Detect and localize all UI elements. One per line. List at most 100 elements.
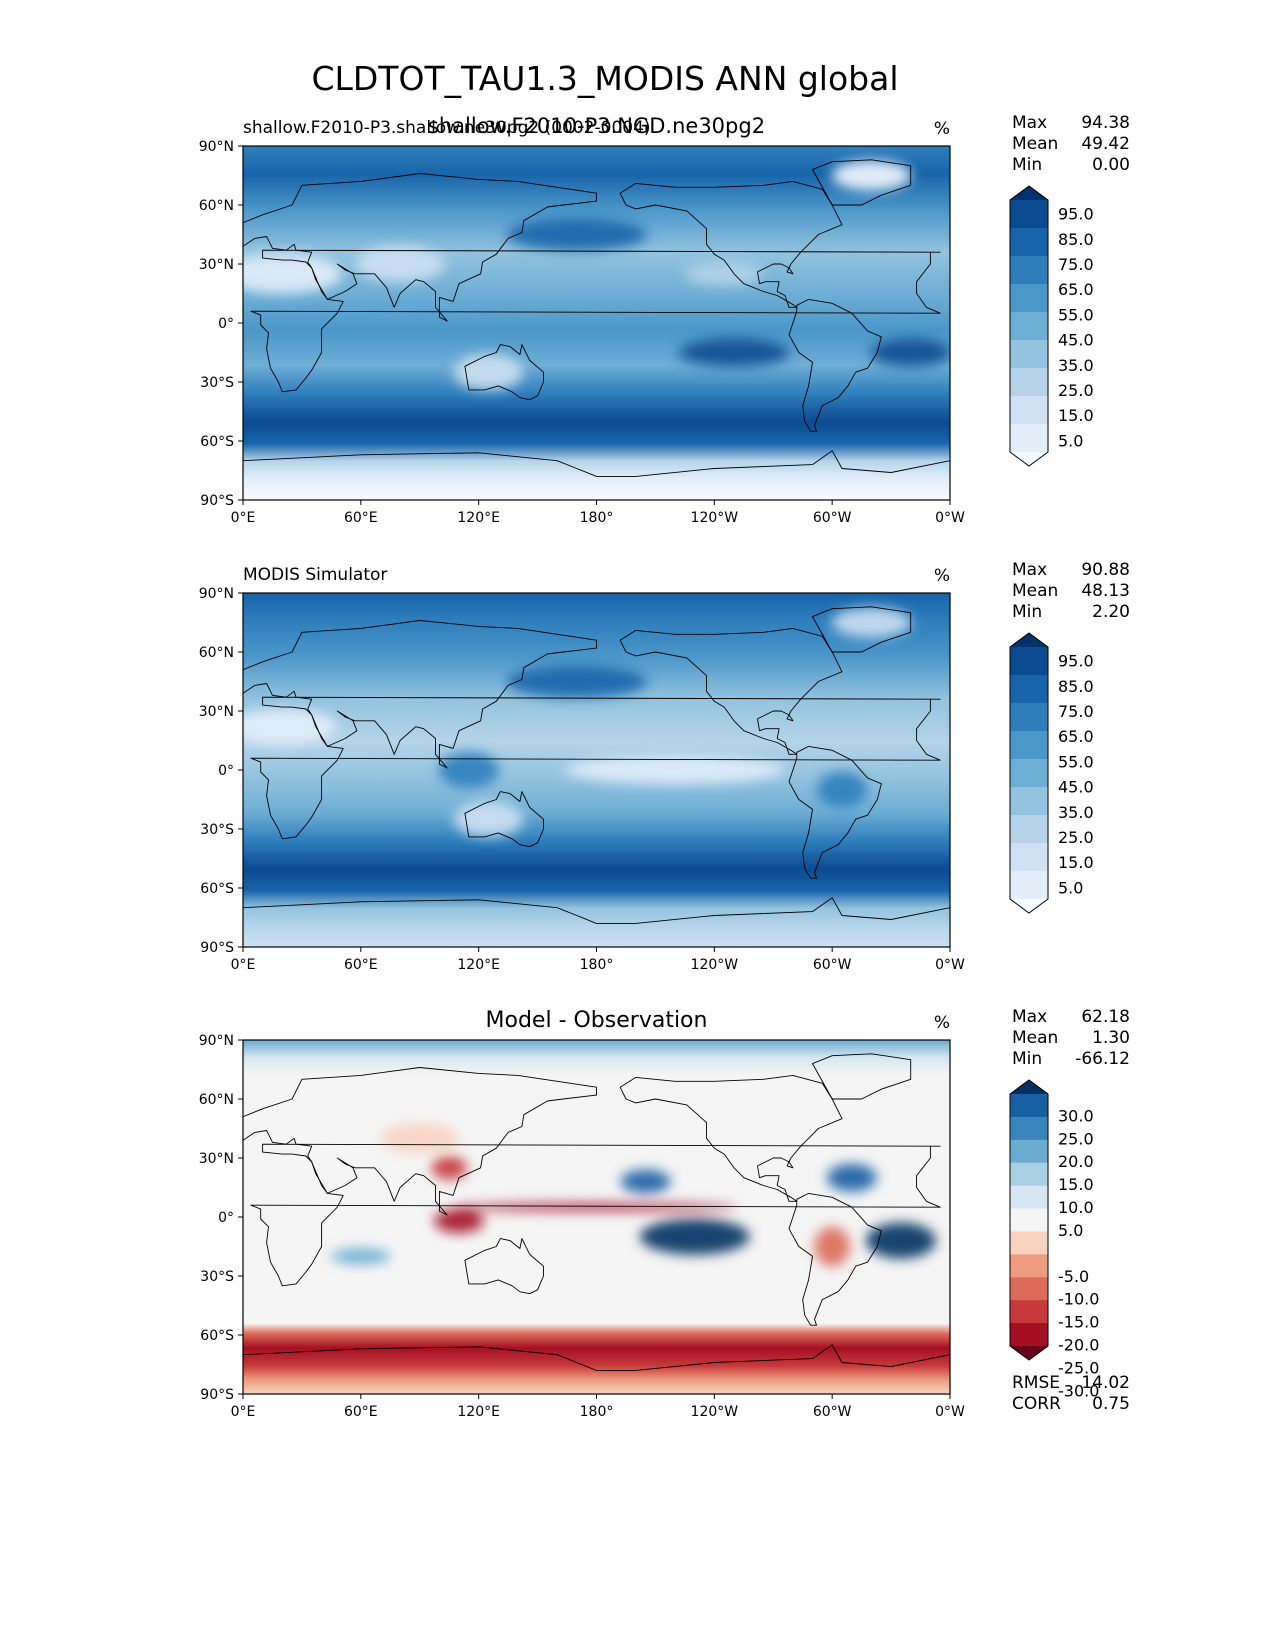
colorbar-segment [1010,787,1048,816]
y-tick-label: 30°N [199,704,234,720]
x-tick-label: 0°W [935,1404,965,1420]
colorbar-segment [1010,675,1048,704]
figure-title: CLDTOT_TAU1.3_MODIS ANN global [311,59,898,98]
y-tick-label: 60°S [200,1328,234,1344]
panel-units: % [934,1013,950,1033]
colorbar-outline [1009,632,1049,914]
x-tick-label: 60°E [344,1404,378,1420]
colorbar-tick-label: 25.0 [1058,381,1094,400]
colorbar: 95.0 85.0 75.0 65.0 55.0 45.0 35.0 25.0 15.0 5.0 [1009,185,1094,467]
colorbar-tick-label: 35.0 [1058,803,1094,822]
colorbar-tick-label: 55.0 [1058,305,1094,324]
colorbar-segment [1010,1185,1048,1210]
colorbar-tick-label: -20.0 [1058,1336,1099,1355]
y-tick-label: 60°N [199,1092,234,1108]
colorbar-segment [1010,759,1048,788]
y-tick-label: 60°N [199,198,234,214]
colorbar-segment [1010,1208,1048,1232]
colorbar-extend-bottom [1010,452,1048,466]
colorbar-outline [1009,185,1049,467]
colorbar-segment [1010,424,1048,453]
y-tick-label: 60°N [199,645,234,661]
colorbar-tick-label: 10.0 [1058,1198,1094,1217]
stat-value: 62.18 [1081,1007,1130,1027]
colorbar-segment [1010,1094,1048,1118]
colorbar-tick-label: 95.0 [1058,652,1094,671]
x-tick-label: 120°E [457,510,500,526]
x-tick-label: 120°W [691,957,739,973]
x-tick-label: 120°E [457,957,500,973]
colorbar-segment [1010,1300,1048,1324]
stat-value: 0.75 [1092,1394,1130,1414]
coastlines [243,1053,950,1394]
y-tick-label: 60°S [200,881,234,897]
colorbar-segment [1010,340,1048,369]
colorbar-segment [1010,256,1048,285]
map-field [243,146,950,500]
y-tick-label: 30°S [200,375,234,391]
x-tick-label: 0°E [231,1404,256,1420]
y-tick-label: 30°N [199,257,234,273]
stat-label: Mean [1012,134,1058,154]
colorbar-tick-label: 75.0 [1058,702,1094,721]
stat-value: 94.38 [1081,113,1130,133]
colorbar-segment [1010,1116,1048,1141]
y-tick-label: 90°S [200,1387,234,1403]
colorbar-segment [1010,1162,1048,1187]
colorbar-segment [1010,284,1048,313]
colorbar-segment [1010,200,1048,229]
colorbar-segment [1010,396,1048,425]
stat-value: 0.00 [1092,155,1130,175]
stat-label: Min [1012,155,1042,175]
stat-value: 14.02 [1081,1373,1130,1393]
x-tick-label: 0°E [231,510,256,526]
stat-label: Min [1012,602,1042,622]
x-tick-label: 120°W [691,1404,739,1420]
stat-value: 2.20 [1092,602,1130,622]
colorbar-segment [1010,703,1048,732]
colorbar-segment [1010,1139,1048,1164]
coastlines [243,159,950,500]
colorbar-tick-label: -10.0 [1058,1290,1099,1309]
panel-center-title: shallow.F2010-P3.NGD.ne30pg2 [428,114,765,138]
x-tick-label: 180° [580,510,614,526]
stat-value: 49.42 [1081,134,1130,154]
stat-value: 48.13 [1081,581,1130,601]
colorbar-tick-label: 5.0 [1058,431,1083,450]
coastlines [243,606,950,947]
colorbar-tick-label: 5.0 [1058,878,1083,897]
colorbar-segment [1010,368,1048,397]
colorbar-tick-label: 20.0 [1058,1152,1094,1171]
map-panel-reference: 90°N 60°N 30°N 0° 30°S 60°S 90°S0°E 60°E 120°E 18… [199,560,1130,973]
colorbar-tick-label: -15.0 [1058,1313,1099,1332]
colorbar: 95.0 85.0 75.0 65.0 55.0 45.0 35.0 25.0 15.0 5.0 [1009,632,1094,914]
panel-center-title: Model - Observation [486,1008,708,1033]
stat-value: 90.88 [1081,560,1130,580]
x-tick-label: 180° [580,957,614,973]
y-tick-label: 90°N [199,139,234,155]
map-panel-test: 90°N 60°N 30°N 0° 30°S 60°S 90°S0°E 60°E 120°E 18… [199,113,1130,526]
colorbar-tick-label: 85.0 [1058,230,1094,249]
colorbar-segment [1010,312,1048,341]
stat-label: Mean [1012,581,1058,601]
colorbar-segment [1010,815,1048,844]
y-tick-label: 30°S [200,1269,234,1285]
colorbar-tick-label: 65.0 [1058,727,1094,746]
y-tick-label: 30°N [199,1151,234,1167]
colorbar-segment [1010,1231,1048,1255]
x-tick-label: 60°W [813,957,852,973]
x-tick-label: 60°E [344,957,378,973]
colorbar-tick-label: 55.0 [1058,752,1094,771]
colorbar-tick-label: 95.0 [1058,205,1094,224]
colorbar-segment [1010,871,1048,900]
colorbar-tick-label: 25.0 [1058,1129,1094,1148]
stat-label: Max [1012,113,1047,133]
colorbar-segment [1010,1323,1048,1347]
colorbar-outline [1009,1079,1049,1361]
x-tick-label: 60°W [813,510,852,526]
colorbar-tick-label: -30.0 [1058,1381,1099,1400]
colorbar-tick-label: 35.0 [1058,356,1094,375]
colorbar-segment [1010,1254,1048,1278]
x-tick-label: 0°E [231,957,256,973]
